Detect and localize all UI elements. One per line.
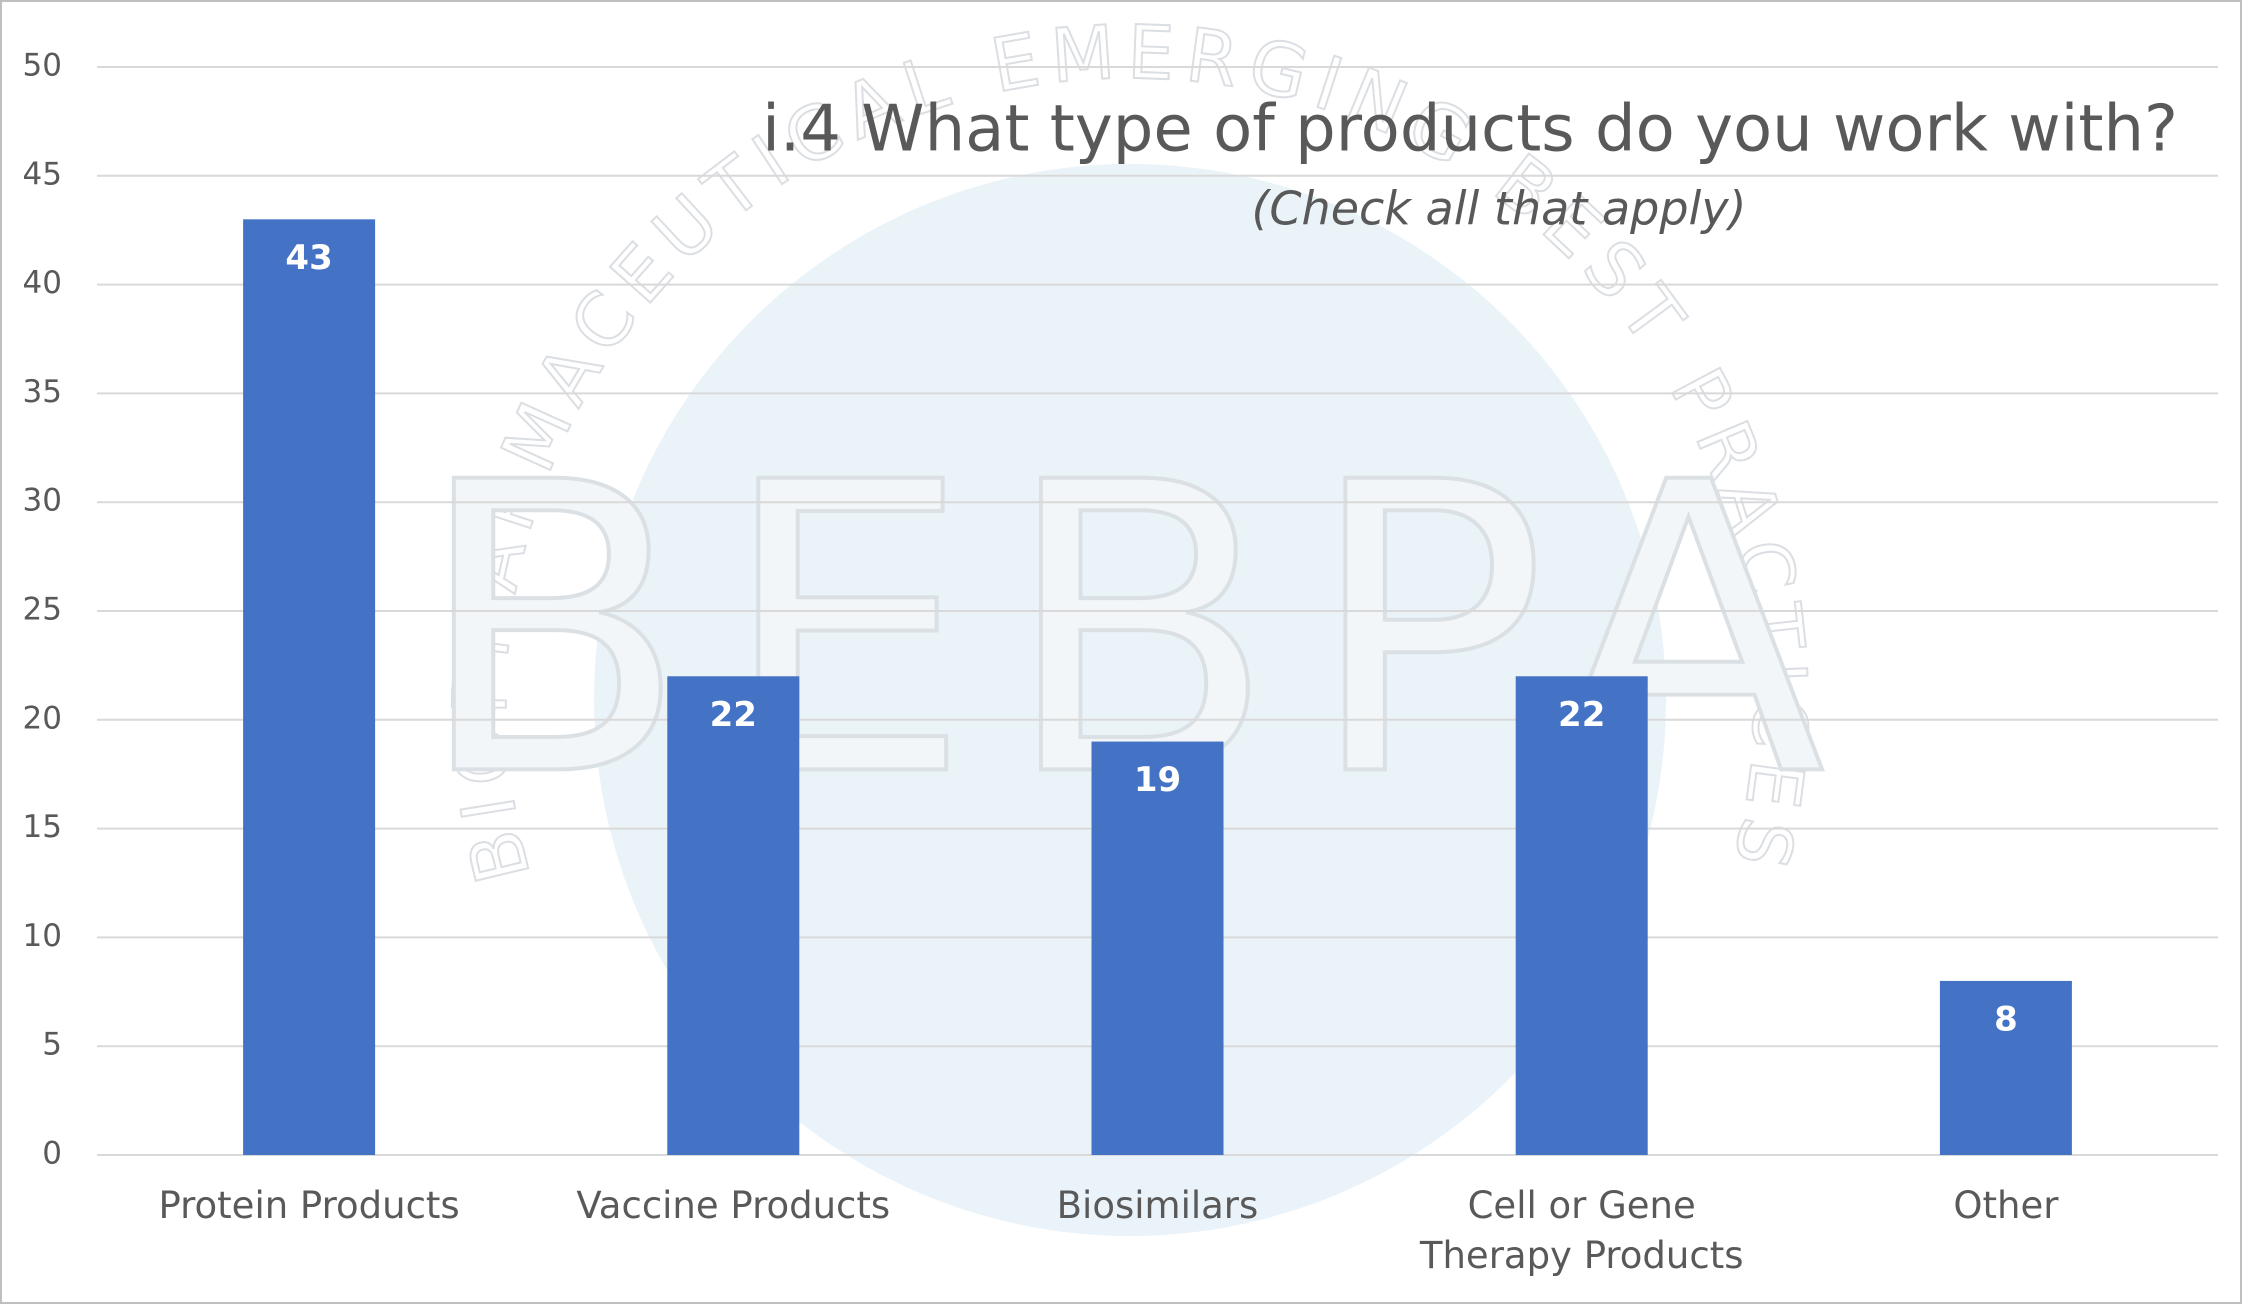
- y-tick-label: 40: [23, 265, 62, 301]
- x-tick-label: Cell or Gene Therapy Products: [1419, 1184, 1744, 1277]
- y-tick-label: 50: [23, 48, 62, 84]
- y-tick-label: 25: [23, 592, 62, 628]
- chart-title: i.4 What type of products do you work wi…: [762, 93, 2178, 167]
- x-tick-label: Biosimilars: [1056, 1184, 1259, 1227]
- bar: [243, 219, 376, 1155]
- bar: [1091, 741, 1224, 1155]
- data-label: 19: [1134, 760, 1181, 800]
- data-label: 43: [285, 238, 332, 278]
- y-tick-label: 15: [23, 809, 62, 845]
- bar: [667, 676, 800, 1155]
- x-tick-label: Other: [1953, 1184, 2059, 1227]
- data-label: 22: [710, 695, 757, 735]
- y-tick-label: 0: [42, 1136, 62, 1172]
- data-label: 8: [1994, 999, 2018, 1039]
- y-tick-label: 35: [23, 374, 62, 410]
- y-tick-label: 45: [23, 156, 62, 192]
- watermark-globe: [594, 164, 1666, 1236]
- bar: [1515, 676, 1648, 1155]
- data-label: 22: [1558, 695, 1605, 735]
- bar: [1939, 980, 2072, 1155]
- y-tick-label: 20: [23, 700, 62, 736]
- y-tick-label: 10: [23, 918, 62, 954]
- y-tick-label: 30: [23, 483, 62, 519]
- chart-subtitle: (Check all that apply): [1251, 182, 1746, 236]
- y-tick-label: 5: [42, 1027, 62, 1063]
- x-tick-label: Vaccine Products: [576, 1184, 891, 1227]
- x-tick-label: Protein Products: [158, 1184, 460, 1227]
